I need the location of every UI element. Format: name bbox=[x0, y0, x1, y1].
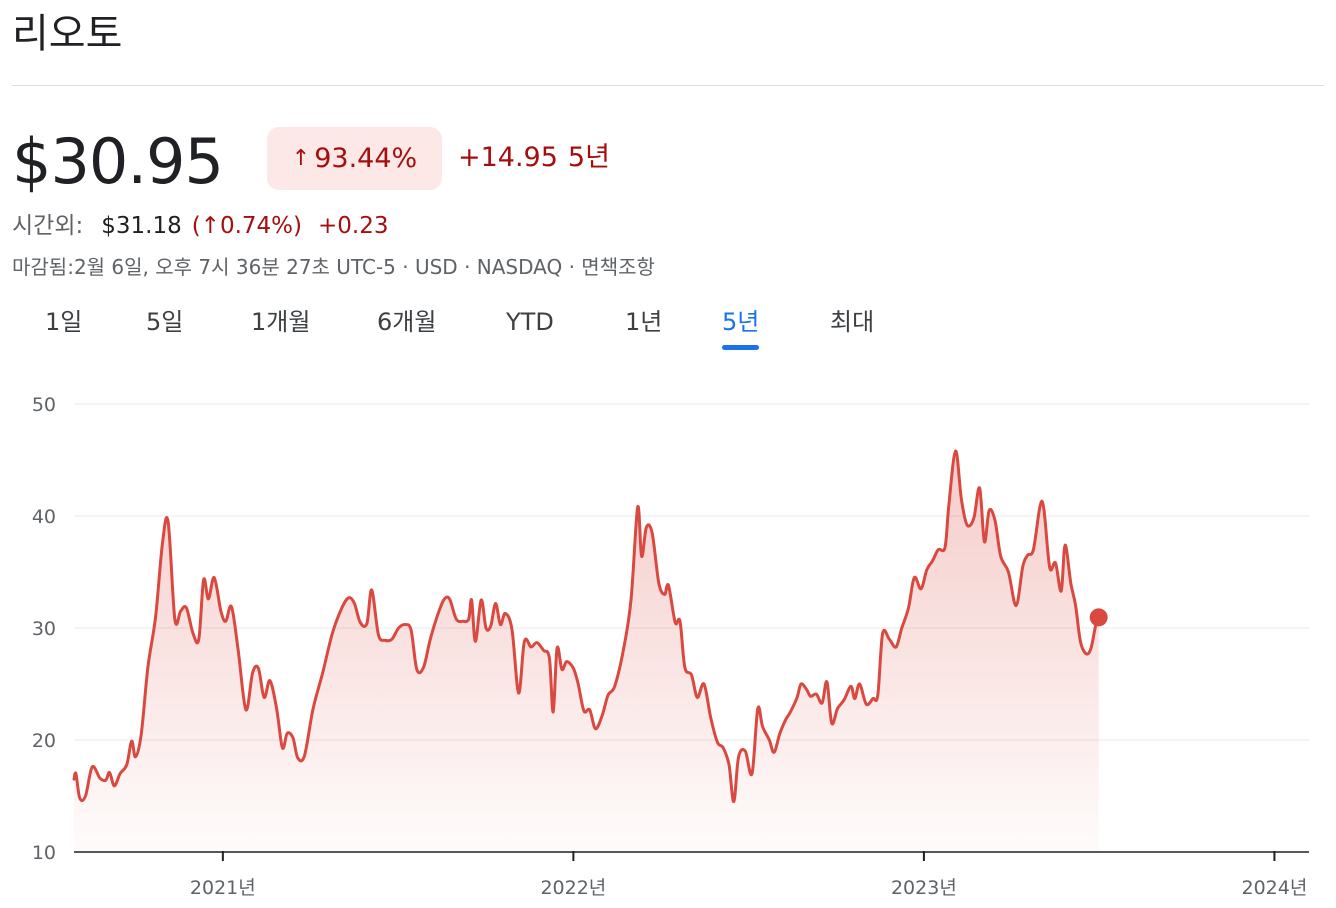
tab-5d[interactable]: 5일 bbox=[146, 308, 184, 336]
y-tick-label: 40 bbox=[32, 506, 56, 528]
after-hours-label: 시간외: bbox=[12, 213, 84, 239]
price-line bbox=[72, 449, 1101, 804]
tab-5y[interactable]: 5년 bbox=[722, 298, 760, 350]
after-hours-change: +0.23 bbox=[318, 213, 389, 239]
tab-1m[interactable]: 1개월 bbox=[251, 308, 311, 336]
after-hours-price: $31.18 bbox=[101, 213, 182, 239]
x-tick-label: 2021년 bbox=[190, 877, 256, 899]
stock-name: 리오토 bbox=[12, 11, 123, 57]
tab-1y[interactable]: 1년 bbox=[625, 308, 663, 336]
x-tick-label: 2022년 bbox=[540, 877, 606, 899]
header-divider bbox=[12, 85, 1324, 86]
current-price: $30.95 bbox=[12, 125, 224, 198]
active-tab-indicator bbox=[722, 345, 760, 350]
last-price-dot bbox=[1089, 608, 1108, 627]
arrow-up-icon: ↑ bbox=[291, 146, 311, 171]
y-tick-label: 30 bbox=[32, 618, 56, 640]
y-tick-label: 10 bbox=[32, 842, 56, 864]
change-percent-badge: ↑ 93.44% bbox=[267, 127, 442, 190]
after-hours-row: 시간외: $31.18 (↑0.74%) +0.23 bbox=[12, 208, 389, 244]
x-tick-label: 2023년 bbox=[891, 877, 957, 899]
price-chart[interactable]: 10 20 30 40 50 2021년 2022년 2023년 2024년 bbox=[0, 360, 1336, 908]
change-absolute: +14.95 bbox=[458, 142, 558, 173]
change-summary: +14.95 5년 bbox=[458, 138, 620, 178]
after-hours-percent: (↑0.74%) bbox=[191, 213, 303, 239]
price-area bbox=[74, 450, 1099, 852]
y-axis-ticks: 10 20 30 40 50 bbox=[32, 394, 56, 864]
change-percent: 93.44% bbox=[314, 143, 418, 174]
range-tabs: 1일 5일 1개월 6개월 YTD 1년 5년 최대 bbox=[12, 298, 1012, 350]
x-tick-label: 2024년 bbox=[1242, 877, 1308, 899]
change-period: 5년 bbox=[567, 142, 610, 173]
market-status-meta: 마감됨:2월 6일, 오후 7시 36분 27초 UTC-5 · USD · N… bbox=[12, 255, 655, 279]
tab-6m[interactable]: 6개월 bbox=[377, 308, 437, 336]
y-tick-label: 20 bbox=[32, 730, 56, 752]
tab-1d[interactable]: 1일 bbox=[45, 308, 83, 336]
tab-ytd[interactable]: YTD bbox=[506, 308, 554, 336]
y-tick-label: 50 bbox=[32, 394, 56, 416]
tab-max[interactable]: 최대 bbox=[830, 308, 875, 336]
x-axis-ticks: 2021년 2022년 2023년 2024년 bbox=[190, 851, 1307, 899]
